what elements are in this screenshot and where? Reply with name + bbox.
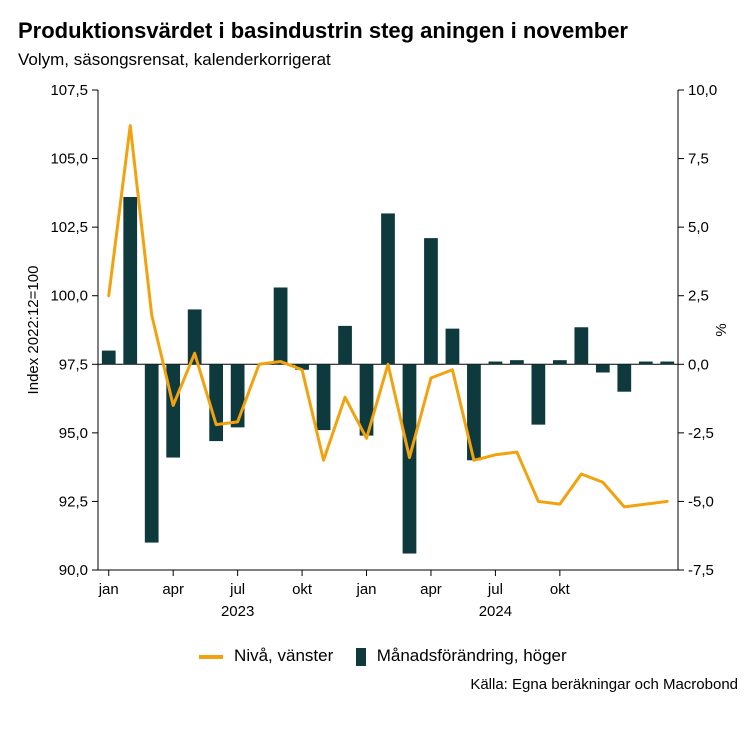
svg-text:2023: 2023 <box>221 603 254 620</box>
bar <box>381 213 395 364</box>
bar <box>338 326 352 364</box>
svg-text:apr: apr <box>162 581 184 598</box>
page-subtitle: Volym, säsongsrensat, kalenderkorrigerat <box>18 50 738 70</box>
svg-text:apr: apr <box>420 581 442 598</box>
svg-text:-2,5: -2,5 <box>688 425 714 442</box>
chart-area: 90,0 -7,5 92,5 -5,0 95,0 -2,5 97,5 0,0 100,0 2,5 1… <box>18 80 738 640</box>
bar <box>102 351 116 365</box>
svg-text:2024: 2024 <box>479 603 512 620</box>
svg-text:10,0: 10,0 <box>688 82 717 99</box>
bar <box>489 362 503 365</box>
svg-text:100,0: 100,0 <box>50 288 88 305</box>
bar <box>574 327 588 364</box>
bar <box>553 360 567 364</box>
page-title: Produktionsvärdet i basindustrin steg an… <box>18 18 738 44</box>
svg-text:107,5: 107,5 <box>50 82 88 99</box>
svg-text:105,0: 105,0 <box>50 151 88 168</box>
svg-text:-5,0: -5,0 <box>688 493 714 510</box>
svg-text:92,5: 92,5 <box>59 493 88 510</box>
bar <box>145 364 159 542</box>
bar <box>317 364 331 430</box>
svg-text:2,5: 2,5 <box>688 288 709 305</box>
bar <box>617 364 631 391</box>
svg-text:jan: jan <box>356 581 377 598</box>
svg-text:Index 2022:12=100: Index 2022:12=100 <box>25 266 42 395</box>
source-text: Källa: Egna beräkningar och Macrobond <box>18 676 738 693</box>
bar <box>209 364 223 441</box>
bar <box>424 238 438 364</box>
legend-bar-swatch <box>356 648 366 666</box>
svg-text:jul: jul <box>229 581 245 598</box>
bar <box>660 362 674 365</box>
bar <box>596 364 610 372</box>
svg-text:okt: okt <box>292 581 313 598</box>
chart-page: Produktionsvärdet i basindustrin steg an… <box>0 0 756 756</box>
svg-text:97,5: 97,5 <box>59 356 88 373</box>
bar <box>510 360 524 364</box>
svg-text:0,0: 0,0 <box>688 356 709 373</box>
legend-line-label: Nivå, vänster <box>234 646 333 665</box>
svg-text:95,0: 95,0 <box>59 425 88 442</box>
bar <box>639 362 653 365</box>
legend-bar-label: Månadsförändring, höger <box>377 646 567 665</box>
svg-text:90,0: 90,0 <box>59 562 88 579</box>
chart-legend: Nivå, vänster Månadsförändring, höger <box>18 646 738 666</box>
svg-text:%: % <box>713 323 730 336</box>
svg-text:102,5: 102,5 <box>50 219 88 236</box>
bar <box>274 287 288 364</box>
svg-text:-7,5: -7,5 <box>688 562 714 579</box>
legend-line-swatch <box>199 655 223 659</box>
bar <box>446 329 460 365</box>
svg-text:jul: jul <box>487 581 503 598</box>
svg-text:5,0: 5,0 <box>688 219 709 236</box>
bar <box>166 364 180 457</box>
bar <box>531 364 545 424</box>
svg-text:jan: jan <box>98 581 119 598</box>
svg-text:7,5: 7,5 <box>688 151 709 168</box>
bar <box>123 197 137 364</box>
svg-text:okt: okt <box>550 581 571 598</box>
chart-svg: 90,0 -7,5 92,5 -5,0 95,0 -2,5 97,5 0,0 100,0 2,5 1… <box>18 80 738 640</box>
